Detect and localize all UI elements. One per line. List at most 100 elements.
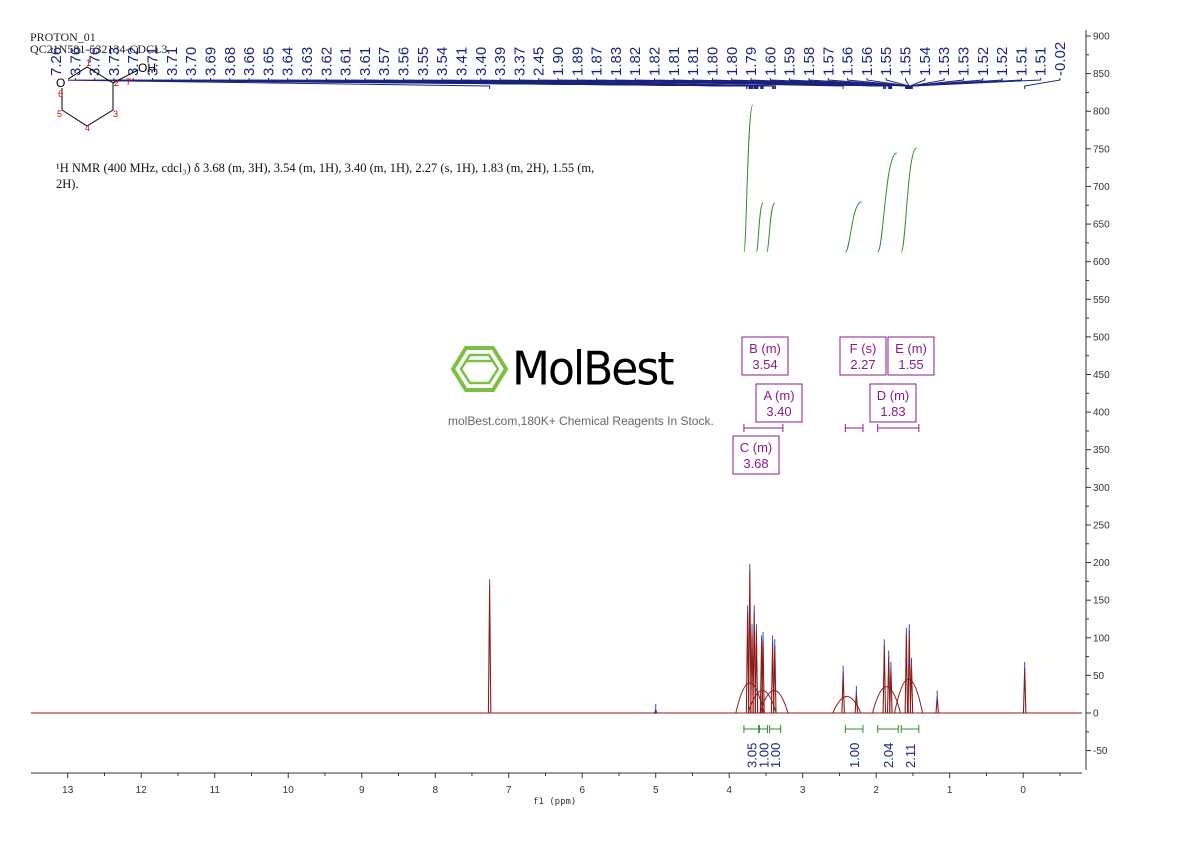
y-tick-label: 50 — [1093, 671, 1105, 682]
atom-num-3: 3 — [113, 109, 118, 119]
peak-shift-label: 1.53 — [936, 47, 953, 76]
atom-num-4: 4 — [85, 123, 90, 133]
peak-shift-label: 3.76 — [67, 47, 84, 76]
peak-shift-label: 1.55 — [898, 47, 915, 76]
axes: 13 12 11 10 9 8 7 6 5 4 3 2 1 0-500501001502002503003… — [31, 30, 1110, 796]
integral-value: 1.00 — [847, 743, 862, 768]
watermark-brand: MolBest — [512, 342, 675, 397]
atom-o: O — [56, 76, 65, 90]
peak-shift-label: 3.61 — [338, 47, 355, 76]
multiplet-id: C (m) — [740, 440, 773, 455]
peak-shift-label: 1.57 — [820, 47, 837, 76]
y-tick-label: 450 — [1093, 370, 1110, 381]
integral-value: 1.00 — [756, 743, 771, 768]
multiplet-id: A (m) — [763, 388, 794, 403]
atom-num-6: 6 — [58, 89, 63, 99]
peak-shift-label: 3.66 — [241, 47, 258, 76]
peak-shift-label: 1.82 — [627, 47, 644, 76]
y-tick-label: 0 — [1093, 709, 1099, 720]
peak-shift-label: 1.60 — [762, 47, 779, 76]
peak-connector — [1024, 78, 1061, 89]
multiplet-box — [869, 383, 917, 423]
molecule-structure: O OH 1 2 3 4 5 6 7 — [54, 58, 156, 133]
multiplet-shift: 2.27 — [850, 357, 875, 372]
x-tick-label: 10 — [283, 785, 295, 796]
multiplet-boxes: B (m)3.54 A (m)3.40 C (m)3.68 F (s)2.27 E (m… — [732, 336, 935, 475]
peak-shift-label: 2.45 — [531, 47, 548, 76]
spectrum-header: PROTON_01 QC21N581-532134-CDCL3 — [30, 31, 167, 55]
peak-shift-label: 1.56 — [859, 47, 876, 76]
peak-connector — [769, 78, 907, 89]
y-tick-label: 600 — [1093, 257, 1110, 268]
peak-connector — [911, 78, 1042, 89]
atom-num-1: 1 — [86, 58, 91, 68]
peak-connector — [808, 78, 908, 89]
y-tick-label: 900 — [1093, 32, 1110, 43]
peak-shift-label: 3.40 — [473, 47, 490, 76]
multiplet-box — [755, 383, 803, 423]
peak-shift-label: 3.64 — [280, 47, 297, 76]
peak-shift-label: 1.80 — [724, 47, 741, 76]
watermark-tagline: molBest.com,180K+ Chemical Reagents In S… — [448, 414, 714, 428]
peak-shift-label: 1.59 — [782, 47, 799, 76]
spectrum-envelope — [832, 695, 862, 714]
peak-shift-label: 3.62 — [318, 47, 335, 76]
header-line1: PROTON_01 — [30, 30, 96, 44]
integral-value: 1.00 — [768, 743, 783, 768]
peak-shift-label: 3.73 — [106, 47, 123, 76]
x-tick-label: 8 — [432, 785, 438, 796]
peak-shift-label: 3.55 — [415, 47, 432, 76]
peak-shift-label: 3.37 — [511, 47, 528, 76]
x-tick-label: 9 — [359, 785, 365, 796]
peak-label-group: 7.26 3.76 3.76 3.73 3.72 3.71 3.71 3.70 3.69 3.68… — [48, 42, 1069, 89]
peak-shift-label: 1.80 — [704, 47, 721, 76]
peak-shift-label: 3.71 — [164, 47, 181, 76]
peak-shift-label: 1.58 — [801, 47, 818, 76]
spectrum-envelope — [894, 678, 924, 714]
peak-shift-label: 1.82 — [647, 47, 664, 76]
peak-connector — [866, 78, 910, 89]
peak-shift-label: 3.72 — [125, 47, 142, 76]
peak-shift-label: 3.70 — [183, 47, 200, 76]
x-tick-label: 5 — [653, 785, 659, 796]
multiplet-id: F (s) — [850, 341, 877, 356]
integral-curves — [743, 104, 918, 253]
peak-shift-label: 3.71 — [145, 47, 162, 76]
peak-shift-label: 1.79 — [743, 47, 760, 76]
integral-value: 2.11 — [903, 744, 918, 768]
spectrum-envelope — [735, 682, 765, 714]
spectrum-peak — [487, 585, 492, 714]
peak-connector — [910, 78, 964, 89]
peak-shift-label: 1.55 — [878, 47, 895, 76]
y-tick-label: 100 — [1093, 633, 1110, 644]
x-axis-label: f1 (ppm) — [533, 797, 577, 807]
x-tick-label: 6 — [579, 785, 585, 796]
y-tick-label: 250 — [1093, 520, 1110, 531]
spectrum-envelope — [759, 690, 789, 714]
peak-shift-label: 1.81 — [666, 47, 683, 76]
x-tick-label: 11 — [210, 785, 221, 796]
peak-shift-label: 3.54 — [434, 47, 451, 76]
x-tick-label: 0 — [1020, 785, 1026, 796]
multiplet-id: B (m) — [749, 341, 781, 356]
multiplet-shift: 3.40 — [766, 404, 791, 419]
peak-shift-label: 3.41 — [453, 47, 470, 76]
peak-shift-label: 3.39 — [492, 47, 509, 76]
peak-shift-label: 3.76 — [87, 47, 104, 76]
peak-shift-label: 1.83 — [608, 47, 625, 76]
y-tick-label: 700 — [1093, 182, 1110, 193]
multiplet-shift: 3.54 — [752, 357, 777, 372]
spectrum-peak — [773, 645, 777, 714]
integral-value: 3.05 — [744, 743, 759, 768]
peak-shift-label: 3.65 — [260, 47, 277, 76]
peak-shift-label: 7.26 — [48, 47, 65, 76]
integral-curve — [766, 202, 776, 253]
peak-connector — [827, 78, 909, 89]
peak-shift-label: 1.56 — [840, 47, 857, 76]
spectrum-peak — [904, 634, 909, 714]
peak-shift-label: 1.87 — [589, 47, 606, 76]
peak-shift-label: 3.63 — [299, 47, 316, 76]
peak-connector — [789, 78, 907, 89]
atom-num-7: 7 — [126, 77, 131, 87]
integral-bars: 3.051.001.00 1.00 2.04 2.11 — [743, 725, 920, 768]
